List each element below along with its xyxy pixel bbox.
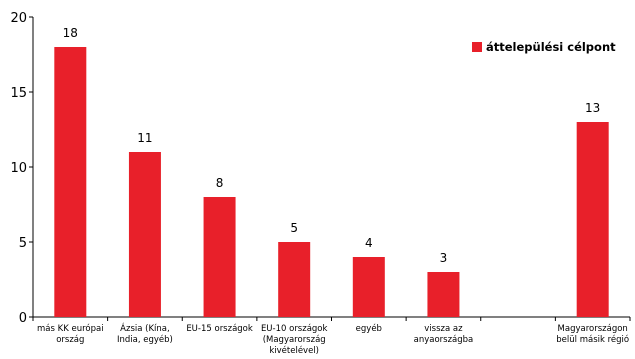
x-category-label: EU-10 országok xyxy=(261,324,328,334)
bar-value-label: 18 xyxy=(63,26,78,40)
x-category-label: ország xyxy=(56,335,84,345)
bar xyxy=(427,272,460,317)
legend-swatch xyxy=(472,42,482,52)
y-tick-label: 5 xyxy=(19,236,27,251)
bar xyxy=(278,242,311,317)
bar-value-label: 8 xyxy=(216,176,224,190)
bar-value-label: 3 xyxy=(440,251,448,265)
x-category-label: kivételével) xyxy=(269,345,319,356)
y-tick-label: 15 xyxy=(10,86,27,101)
x-category-label: anyaországba xyxy=(414,335,474,345)
y-tick-label: 0 xyxy=(19,311,27,326)
x-category-label: EU-15 országok xyxy=(186,324,253,334)
x-category-label: (Magyarország xyxy=(263,335,326,345)
x-category-label: más KK európai xyxy=(37,323,104,334)
bar-value-label: 13 xyxy=(585,101,600,115)
y-tick-label: 20 xyxy=(10,11,27,26)
bar-value-label: 4 xyxy=(365,236,373,250)
x-category-label: vissza az xyxy=(424,324,463,334)
legend-label: áttelepülési célpont xyxy=(486,40,616,54)
x-category-label: Ázsia (Kína, xyxy=(120,322,170,334)
bar xyxy=(203,197,236,317)
y-tick-label: 10 xyxy=(10,161,27,176)
bar xyxy=(128,152,161,317)
legend: áttelepülési célpont xyxy=(472,40,616,54)
bar xyxy=(576,122,609,317)
x-category-label: Magyarországon xyxy=(558,324,628,334)
bar-value-label: 11 xyxy=(137,131,152,145)
x-category-label: India, egyéb) xyxy=(117,334,173,345)
x-category-label: belül másik régió xyxy=(556,334,629,345)
bar xyxy=(352,257,385,317)
bar xyxy=(54,47,87,317)
bar-value-label: 5 xyxy=(290,221,298,235)
x-category-label: egyéb xyxy=(356,323,382,334)
